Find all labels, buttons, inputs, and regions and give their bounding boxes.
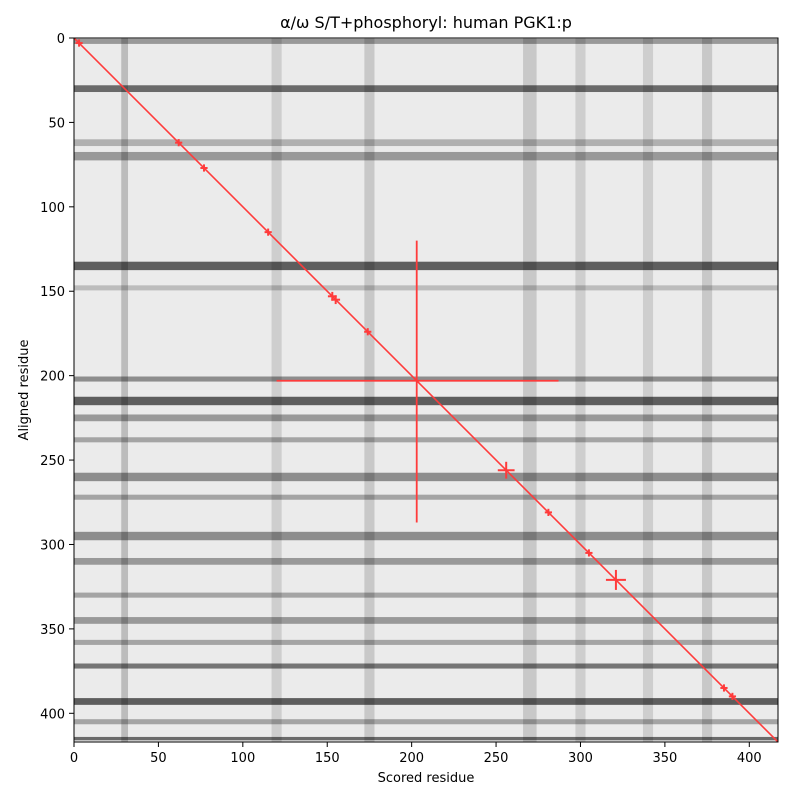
heatmap-dark-column <box>575 38 586 742</box>
x-tick-label: 350 <box>652 751 677 766</box>
diagonal-marker <box>75 39 83 47</box>
heatmap-dark-column <box>364 38 375 742</box>
heatmap-dark-row <box>74 617 778 624</box>
heatmap-dark-row <box>74 285 778 291</box>
heatmap-dark-row <box>74 719 778 725</box>
heatmap-dark-row <box>74 396 778 406</box>
heatmap-dark-row <box>74 531 778 541</box>
diagonal-marker <box>200 164 208 172</box>
diagonal-marker <box>264 228 272 236</box>
x-tick-label: 0 <box>70 751 78 766</box>
chart-title: α/ω S/T+phosphoryl: human PGK1:p <box>280 13 572 32</box>
diagonal-marker <box>585 549 593 557</box>
diagonal-marker <box>544 508 552 516</box>
heatmap-dark-row <box>74 592 778 598</box>
diagonal-marker <box>605 569 626 590</box>
diagonal-marker <box>728 692 737 701</box>
y-tick-label: 0 <box>57 32 65 47</box>
heatmap-dark-row <box>74 698 778 705</box>
y-tick-label: 100 <box>40 201 65 216</box>
heatmap-cells <box>74 38 778 742</box>
plot-frame <box>73 37 779 743</box>
heatmap-dark-row <box>74 85 778 93</box>
heatmap-dark-row <box>74 38 778 44</box>
x-axis-ticks: 0 50 100 150 200 250 300 350 400 <box>70 742 762 766</box>
heatmap-dark-row <box>74 736 778 741</box>
heatmap-dark-row <box>74 376 778 382</box>
heatmap-dark-column <box>121 38 129 742</box>
y-tick-label: 350 <box>40 623 65 638</box>
diagonal-marker <box>497 461 515 479</box>
heatmap-dark-row <box>74 494 778 500</box>
y-tick-label: 150 <box>40 285 65 300</box>
x-tick-label: 50 <box>150 751 167 766</box>
x-tick-label: 150 <box>315 751 340 766</box>
x-tick-label: 300 <box>568 751 593 766</box>
heatmap-dark-row <box>74 151 778 161</box>
heatmap-dark-row <box>74 261 778 271</box>
x-tick-label: 250 <box>484 751 509 766</box>
heatmap-dark-row <box>74 472 778 482</box>
heatmap-dark-row <box>74 639 778 645</box>
heatmap-dark-row <box>74 414 778 422</box>
x-tick-label: 400 <box>737 751 762 766</box>
y-axis-label: Aligned residue <box>17 340 32 441</box>
y-tick-label: 50 <box>48 116 65 131</box>
x-axis-label: Scored residue <box>378 771 475 786</box>
heatmap-dark-column <box>702 38 713 742</box>
x-tick-label: 200 <box>399 751 424 766</box>
y-tick-label: 200 <box>40 370 65 385</box>
heatmap-dark-column <box>271 38 282 742</box>
diagonal-marker <box>720 684 728 692</box>
heatmap-dark-column <box>642 38 654 742</box>
y-tick-label: 250 <box>40 454 65 469</box>
diagonal-marker <box>175 139 183 147</box>
heatmap-dark-row <box>74 557 778 565</box>
heatmap-dark-row <box>74 663 778 669</box>
overlay-marks <box>74 38 778 742</box>
heatmap-dark-row <box>74 139 778 147</box>
heatmap-dark-column <box>523 38 537 742</box>
y-axis-ticks: 0 50 100 150 200 250 300 350 400 <box>40 32 74 722</box>
y-tick-label: 300 <box>40 538 65 553</box>
diagonal-line <box>74 38 778 742</box>
x-tick-label: 100 <box>230 751 255 766</box>
diagonal-marker <box>331 295 341 305</box>
heatmap-dark-row <box>74 437 778 443</box>
diagonal-marker <box>364 328 372 336</box>
y-tick-label: 400 <box>40 707 65 722</box>
